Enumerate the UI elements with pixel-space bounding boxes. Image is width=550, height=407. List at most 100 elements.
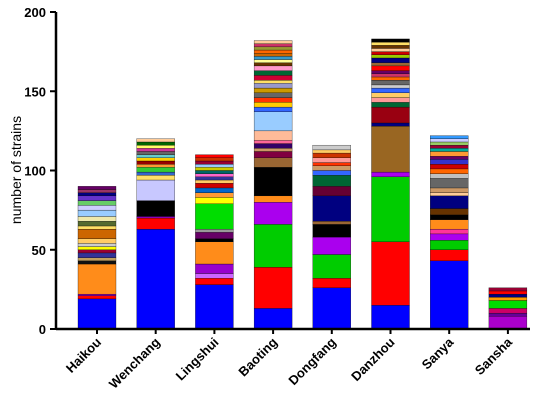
bar-segment [253,92,293,98]
bar-segment [253,65,293,71]
bar-segment [371,241,410,306]
bar-segment [136,141,175,146]
bar-segment [136,157,175,162]
bar-segment [77,195,117,201]
bar-segment [371,305,410,330]
bar-segment [430,148,469,152]
bar-segment [195,238,234,242]
bar-segment [312,152,351,158]
bar-segment [430,141,469,146]
bar-segment [195,170,234,174]
bar-segment [195,164,234,168]
x-tick-label: Wenchang [106,334,163,391]
x-tick-label: Danzhou [348,334,397,383]
bar-segment [77,192,117,197]
bar-segment [77,246,117,250]
bar-segment [488,287,528,292]
bars-group [77,38,528,330]
bar-segment [253,140,293,144]
bar-segment [371,51,410,55]
y-axis-title: number of strains [8,116,24,224]
bar-segment [77,189,117,193]
x-tick-label: Lingshui [173,335,222,384]
bar-segment [312,254,351,279]
bar-segment [371,92,410,98]
bar-segment [371,125,410,173]
bar-segment [195,183,234,189]
bar-segment [77,243,117,247]
bar-segment [430,164,469,170]
bar-segment [77,205,117,211]
bar-segment [371,171,410,177]
y-ticks-group: 0 50 100 150 200 [24,5,56,337]
bar-segment [195,203,234,230]
bar-segment [253,202,293,225]
bar-segment [312,170,351,176]
bar-segment [312,224,351,238]
bar-segment [253,111,293,132]
bar-segment [195,160,234,165]
bar-segment [195,192,234,198]
x-tick-label: Sanya [419,334,457,372]
bar-segment [253,43,293,48]
bar-segment [430,135,469,139]
bar-segment [136,144,175,149]
bar-segment [136,148,175,152]
bar-segment [312,195,351,222]
bar-segment [430,228,469,235]
bar-segment [371,87,410,93]
bar-segment [430,192,469,197]
y-tick-label: 100 [24,164,46,179]
bar-segment [430,233,469,241]
bar-segment [312,157,351,163]
bar-segment [195,173,234,177]
bar-segment [253,195,293,203]
bar-segment [253,97,293,103]
bar-segment [371,76,410,81]
bar-segment [77,238,117,244]
bar-segment [253,75,293,81]
bar-segment [371,38,410,43]
bar-segment [371,41,410,46]
bar-segment [77,228,117,239]
bar-segment [371,48,410,52]
bar-segment [77,225,117,230]
bar-segment [488,316,528,330]
bar-segment [312,236,351,255]
bar-segment [312,221,351,225]
bar-segment [136,160,175,165]
bar-segment [253,267,293,309]
bar-segment [430,144,469,149]
bar-segment [430,151,469,157]
bar-segment [253,224,293,268]
bar-segment [253,308,293,330]
bar-segment [195,197,234,204]
bar-segment [195,241,234,265]
bar-segment [371,97,410,103]
bar-segment [136,154,175,158]
bar-segment [77,221,117,227]
x-tick-label: Dongfang [285,334,339,388]
bar-segment [77,216,117,222]
bar-segment [253,59,293,63]
y-tick-label: 0 [39,322,46,337]
bar-segment [430,240,469,250]
bar-segment [253,46,293,51]
bar-segment [371,84,410,89]
x-tick-label: Haikou [63,334,104,375]
bar-segment [371,54,410,59]
bar-segment [195,157,234,162]
bar-segment [371,106,410,124]
bar-segment [430,187,469,193]
bar-segment [430,168,469,174]
bar-segment [253,143,293,149]
x-tick-label: Sansha [472,334,516,378]
bar-segment [371,62,410,67]
bar-segment [488,293,528,298]
bar-segment [77,298,117,330]
bar-segment [371,73,410,78]
y-tick-label: 150 [24,84,46,99]
x-tick-label: Baoting [235,334,280,379]
